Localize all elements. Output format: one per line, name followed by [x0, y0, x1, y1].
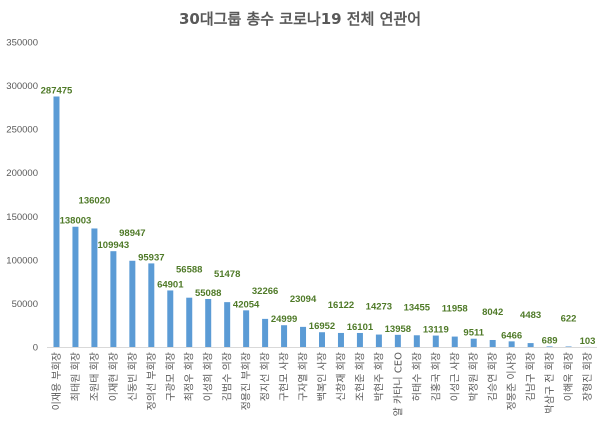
x-tick-label: 최태원 회장: [70, 352, 82, 401]
bar: [129, 260, 136, 347]
data-label: 13958: [385, 324, 411, 335]
y-tick-label: 0: [33, 343, 38, 354]
x-tick-label: 조현준 회장: [354, 352, 366, 401]
y-tick-label: 100000: [6, 255, 38, 266]
x-tick-label: 박삼구 전 회장: [544, 352, 556, 414]
x-tick-label: 이성근 사장: [449, 352, 461, 401]
x-tick-label: 최정우 회장: [184, 352, 196, 401]
x-tick-label: 신동빈 회장: [127, 352, 139, 401]
data-label: 16101: [347, 322, 374, 333]
data-label: 55088: [195, 288, 221, 299]
bar: [375, 334, 382, 347]
data-label: 6466: [501, 330, 522, 341]
x-tick-label: 조원태 회장: [89, 352, 101, 401]
y-tick-label: 150000: [6, 212, 38, 223]
x-tick-label: 김범수 의장: [222, 352, 234, 401]
bar: [451, 336, 458, 347]
x-tick-label: 백복인 사장: [317, 352, 329, 401]
x-tick-label: 박현주 회장: [373, 352, 385, 401]
bar: [243, 310, 250, 347]
x-tick-label: 이성희 회장: [203, 352, 215, 401]
x-tick-label: 정용진 부회장: [241, 352, 253, 410]
data-label: 13119: [423, 325, 449, 336]
bar: [413, 335, 420, 347]
x-tick-label: 장형진 회장: [582, 352, 594, 401]
bar: [319, 332, 325, 347]
x-tick-label: 알 카타니 CEO: [392, 352, 404, 416]
x-tick-label: 김남구 회장: [525, 352, 537, 401]
bar: [262, 318, 269, 347]
data-label: 11958: [442, 304, 468, 315]
data-label: 287475: [41, 85, 73, 96]
x-tick-label: 김승연 회장: [487, 352, 499, 401]
data-label: 42054: [233, 299, 260, 310]
data-label: 64901: [157, 279, 184, 290]
x-tick-label: 구광모 회장: [165, 352, 177, 401]
data-label: 24999: [271, 314, 297, 325]
bar: [565, 346, 572, 347]
data-label: 32266: [252, 286, 278, 297]
data-label: 4483: [520, 310, 541, 321]
bar: [167, 290, 174, 347]
x-tick-label: 이재용 부회장: [51, 352, 63, 410]
data-label: 9511: [463, 328, 484, 339]
y-tick-label: 50000: [12, 299, 38, 310]
bar: [205, 298, 212, 347]
x-tick-label: 구자열 회장: [298, 352, 310, 401]
y-tick-label: 250000: [6, 125, 38, 136]
data-label: 16122: [328, 300, 354, 311]
data-label: 8042: [482, 307, 503, 318]
x-tick-label: 박정원 회장: [468, 352, 480, 401]
bar: [356, 332, 363, 347]
bar: [300, 326, 307, 347]
x-tick-label: 정지선 회장: [260, 352, 272, 401]
x-tick-label: 이해욱 회장: [562, 352, 575, 401]
x-tick-label: 신창재 회장: [335, 352, 347, 401]
bar: [527, 343, 534, 347]
bar: [432, 335, 439, 347]
bar: [470, 338, 477, 347]
y-tick-label: 200000: [6, 168, 38, 179]
bar: [186, 297, 193, 347]
x-tick-label: 정의선 부회장: [146, 352, 158, 410]
data-label: 138003: [60, 216, 92, 227]
data-label: 51478: [214, 269, 240, 280]
bar: [53, 96, 60, 347]
x-tick-label: 구현모 사장: [279, 352, 291, 401]
data-label: 103: [580, 336, 596, 347]
bar: [110, 251, 117, 347]
data-label: 16952: [309, 321, 335, 332]
data-label: 95937: [138, 252, 164, 263]
data-label: 14273: [366, 302, 392, 313]
x-tick-label: 허태수 회장: [411, 352, 423, 401]
bar: [337, 332, 344, 347]
data-label: 109943: [98, 240, 130, 251]
x-tick-label: 김홍국 회장: [429, 352, 442, 401]
data-label: 98947: [119, 228, 145, 239]
bar: [148, 263, 155, 347]
x-tick-label: 이재현 회장: [108, 352, 120, 401]
data-label: 136020: [79, 195, 111, 206]
bar: [91, 228, 98, 347]
bar: [489, 339, 496, 347]
bar: [546, 346, 553, 347]
bar: [72, 226, 79, 347]
bar: [281, 325, 288, 347]
chart-title: 30대그룹 총수 코로나19 전체 연관어: [178, 10, 422, 28]
data-label: 23094: [290, 294, 317, 305]
bar: [394, 334, 401, 347]
y-tick-label: 300000: [6, 81, 38, 92]
bar: [508, 341, 515, 347]
data-label: 56588: [176, 265, 202, 276]
x-tick-label: 정몽준 이사장: [506, 352, 518, 410]
data-label: 13455: [404, 302, 431, 313]
y-tick-label: 350000: [6, 38, 38, 49]
data-label: 622: [561, 313, 577, 324]
bar: [224, 302, 231, 347]
data-label: 689: [542, 335, 558, 346]
